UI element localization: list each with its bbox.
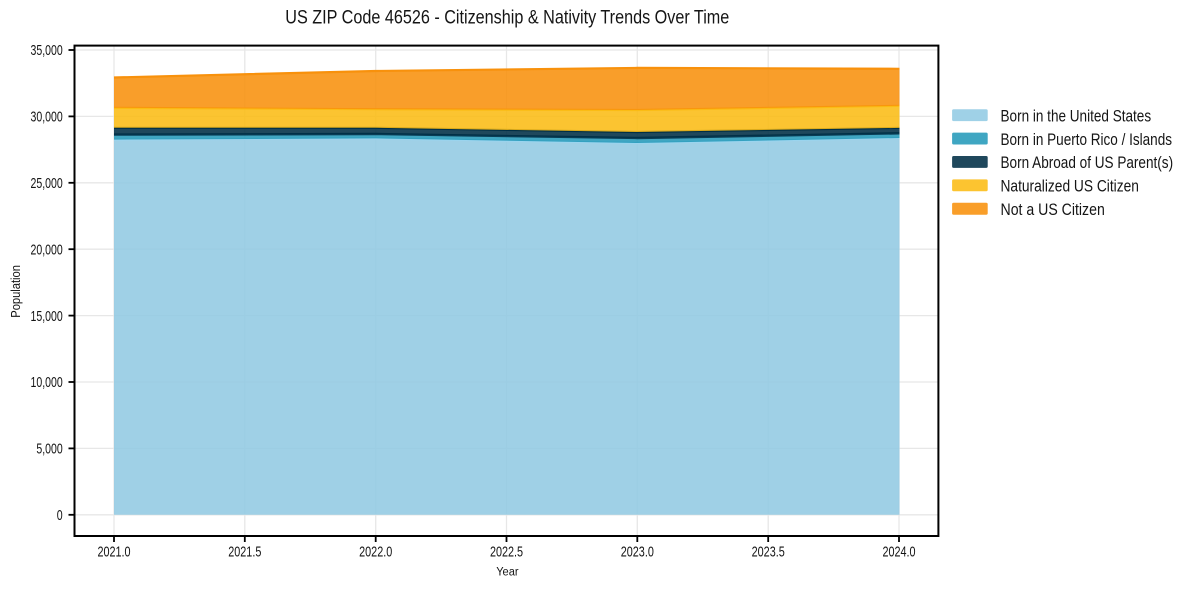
svg-text:20,000: 20,000 [31,242,63,258]
svg-text:2021.5: 2021.5 [228,544,261,561]
svg-text:US ZIP Code 46526 - Citizenshi: US ZIP Code 46526 - Citizenship & Nativi… [285,7,729,29]
svg-text:15,000: 15,000 [31,309,63,325]
svg-text:2023.5: 2023.5 [752,544,785,561]
svg-text:35,000: 35,000 [31,43,63,59]
svg-text:Year: Year [496,566,519,578]
svg-text:Naturalized US Citizen: Naturalized US Citizen [1001,178,1139,196]
svg-text:2024.0: 2024.0 [882,544,915,561]
svg-text:0: 0 [57,508,63,524]
svg-text:2022.0: 2022.0 [359,544,392,561]
svg-text:Not a US Citizen: Not a US Citizen [1001,201,1105,219]
svg-text:Born Abroad of US Parent(s): Born Abroad of US Parent(s) [1001,154,1174,172]
svg-text:2022.5: 2022.5 [490,544,523,561]
svg-text:5,000: 5,000 [36,442,62,458]
svg-text:25,000: 25,000 [31,176,63,192]
svg-text:Population: Population [8,265,23,318]
svg-text:30,000: 30,000 [31,110,63,126]
svg-text:2021.0: 2021.0 [97,544,130,561]
svg-text:Born in Puerto Rico / Islands: Born in Puerto Rico / Islands [1001,131,1173,149]
svg-text:2023.0: 2023.0 [621,544,654,561]
svg-text:Born in the United States: Born in the United States [1001,107,1152,125]
svg-text:10,000: 10,000 [31,375,63,391]
